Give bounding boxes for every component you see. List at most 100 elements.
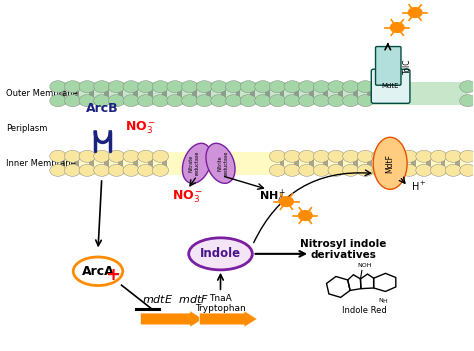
Bar (177, 86, 182, 101)
Circle shape (460, 95, 474, 107)
Bar (280, 86, 284, 101)
Circle shape (401, 164, 418, 176)
Circle shape (416, 164, 432, 176)
Circle shape (109, 164, 125, 176)
Circle shape (299, 164, 315, 176)
Bar (411, 155, 416, 171)
Bar (221, 86, 226, 101)
Circle shape (299, 150, 315, 162)
Circle shape (357, 81, 374, 93)
Circle shape (255, 95, 271, 107)
Bar (309, 86, 314, 101)
Circle shape (343, 150, 359, 162)
Bar (280, 155, 284, 171)
Bar (104, 155, 109, 171)
Text: H$^+$: H$^+$ (411, 180, 427, 193)
Bar (323, 86, 328, 101)
Bar (60, 86, 65, 101)
Circle shape (328, 81, 344, 93)
Bar (148, 155, 153, 171)
Text: ArcA: ArcA (82, 265, 114, 278)
Text: Inner Membrane: Inner Membrane (6, 159, 76, 168)
Circle shape (284, 150, 301, 162)
Circle shape (430, 164, 447, 176)
Text: $\mathit{mdtE}$  $\mathit{mdtF}$: $\mathit{mdtE}$ $\mathit{mdtF}$ (142, 293, 210, 305)
Bar (58, 152, 468, 175)
Circle shape (152, 81, 169, 93)
Circle shape (240, 81, 256, 93)
Circle shape (460, 81, 474, 93)
Circle shape (64, 81, 81, 93)
Text: Indole: Indole (200, 247, 241, 260)
Circle shape (226, 95, 242, 107)
Circle shape (386, 164, 403, 176)
Bar (353, 155, 357, 171)
Text: +: + (105, 266, 119, 284)
Circle shape (182, 95, 198, 107)
Text: Nitrosyl indole
derivatives: Nitrosyl indole derivatives (300, 239, 386, 260)
Bar (60, 155, 65, 171)
Bar (104, 86, 109, 101)
Circle shape (211, 95, 227, 107)
Circle shape (123, 164, 139, 176)
Circle shape (50, 150, 66, 162)
Circle shape (123, 150, 139, 162)
Circle shape (182, 81, 198, 93)
Circle shape (460, 150, 474, 162)
Ellipse shape (206, 143, 235, 183)
Circle shape (50, 164, 66, 176)
Circle shape (94, 150, 110, 162)
Text: NOH: NOH (357, 263, 372, 268)
FancyBboxPatch shape (371, 69, 410, 103)
Circle shape (313, 150, 329, 162)
Bar (323, 155, 328, 171)
Circle shape (137, 81, 154, 93)
Text: Nitrite
reductase: Nitrite reductase (218, 151, 229, 176)
Bar (191, 86, 197, 101)
Bar (163, 86, 167, 101)
Circle shape (386, 150, 403, 162)
Circle shape (401, 150, 418, 162)
FancyArrow shape (199, 311, 257, 327)
Text: NH$_4^+$: NH$_4^+$ (258, 187, 286, 206)
Ellipse shape (189, 238, 252, 270)
Circle shape (137, 150, 154, 162)
Circle shape (416, 150, 432, 162)
Circle shape (313, 164, 329, 176)
Circle shape (167, 95, 183, 107)
Bar (58, 82, 468, 105)
Bar (426, 155, 431, 171)
Circle shape (357, 150, 374, 162)
Bar (338, 86, 343, 101)
Circle shape (343, 95, 359, 107)
Bar (294, 86, 299, 101)
Circle shape (50, 95, 66, 107)
Text: Indole Red: Indole Red (342, 306, 387, 315)
Bar (250, 86, 255, 101)
Text: MdtF: MdtF (386, 154, 395, 173)
Bar (89, 86, 94, 101)
Circle shape (372, 150, 388, 162)
Bar (367, 155, 372, 171)
Ellipse shape (182, 143, 211, 183)
Bar (133, 86, 138, 101)
Text: MdtE: MdtE (382, 83, 400, 89)
Circle shape (460, 164, 474, 176)
Circle shape (343, 81, 359, 93)
Bar (236, 86, 240, 101)
Circle shape (445, 150, 461, 162)
Bar (455, 155, 460, 171)
Circle shape (357, 95, 374, 107)
Circle shape (357, 164, 374, 176)
Circle shape (109, 81, 125, 93)
Circle shape (64, 164, 81, 176)
Circle shape (255, 81, 271, 93)
Bar (440, 155, 446, 171)
Text: Periplasm: Periplasm (6, 124, 47, 133)
Bar (74, 86, 80, 101)
Circle shape (64, 95, 81, 107)
Circle shape (152, 164, 169, 176)
Circle shape (269, 95, 286, 107)
Bar (118, 155, 123, 171)
Circle shape (196, 81, 212, 93)
